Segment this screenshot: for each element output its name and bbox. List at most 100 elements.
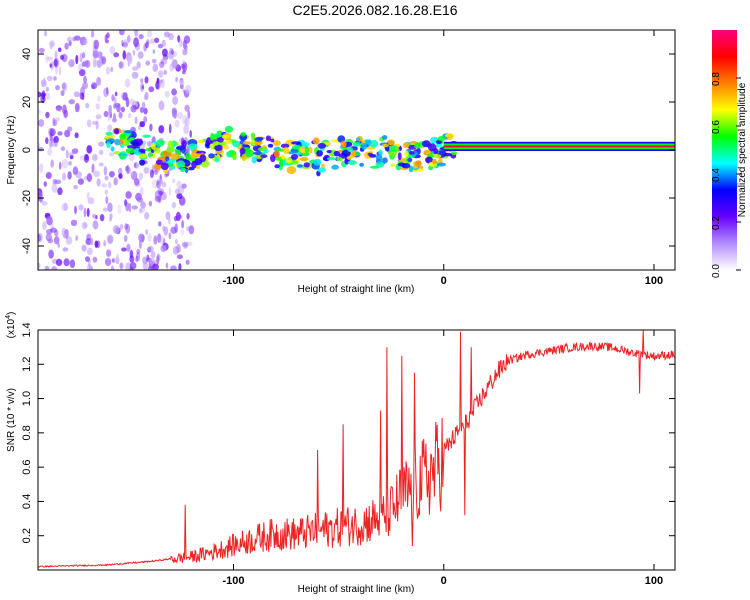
spectrogram-noise-blob	[48, 249, 54, 259]
spectrogram-noise-blob	[159, 235, 165, 245]
spectrogram-noise-blob	[157, 233, 162, 243]
spectrogram-panel: -100 0 100 -40 -20 0 20 40 Height of straight …	[6, 29, 676, 295]
spectrogram-signal-blob	[312, 137, 320, 145]
spectrogram-noise-blob	[38, 91, 42, 98]
spectrogram-noise-blob	[104, 258, 112, 266]
spectrogram-noise-blob	[107, 124, 113, 132]
spectrogram-signal-blob	[375, 161, 385, 168]
spectrogram-noise-blob	[176, 193, 183, 200]
spectrogram-noise-blob	[110, 66, 114, 73]
spectrogram-signal-blob	[436, 162, 446, 167]
snr-y-scale-exponent: 4	[5, 315, 12, 319]
spectrogram-noise-blob	[136, 248, 141, 255]
spectrogram-noise-blob	[88, 258, 91, 268]
spectrogram-signal-blob	[166, 147, 176, 153]
spectrogram-noise-blob	[38, 47, 45, 54]
spectrogram-signal-blob	[307, 146, 313, 154]
spectrogram-signal-blob	[333, 150, 341, 157]
y-tick-label: -20	[21, 190, 33, 206]
spectrogram-noise-blob	[65, 149, 69, 159]
spectrogram-noise-blob	[125, 202, 130, 212]
spectrogram-noise-blob	[147, 265, 154, 270]
spectrogram-noise-blob	[156, 254, 160, 265]
spectrogram-noise-blob	[60, 90, 65, 97]
spectrogram-signal-blob	[283, 147, 290, 155]
spectrogram-noise-blob	[95, 114, 102, 120]
y-tick-label: 20	[21, 96, 33, 108]
spectrogram-signal-blob	[105, 131, 113, 136]
colorbar-gradient	[712, 30, 737, 270]
spectrogram-noise-blob	[50, 159, 54, 168]
spectrogram-noise-blob	[104, 189, 109, 195]
spectrogram-signal-blob	[126, 145, 137, 149]
spectrogram-noise-blob	[45, 111, 50, 119]
spectrogram-noise-blob	[103, 166, 108, 176]
spectrogram-noise-blob	[62, 172, 67, 181]
spectrogram-signal-blob	[107, 138, 115, 143]
spectrogram-noise-blob	[139, 121, 145, 128]
spectrogram-signal-blob	[352, 141, 361, 147]
spectrogram-noise-blob	[152, 263, 159, 270]
spectrogram-noise-blob	[126, 164, 130, 175]
spectrogram-noise-blob	[57, 131, 63, 136]
spectrogram-noise-blob	[144, 211, 150, 220]
spectrogram-noise-blob	[134, 116, 138, 125]
x-tick-label: 0	[441, 575, 447, 587]
spectrogram-signal-blob	[114, 128, 120, 135]
spectrogram-noise-blob	[49, 40, 55, 48]
spectrogram-noise-blob	[121, 39, 124, 47]
spectrogram-signal-blob	[188, 143, 198, 150]
spectrogram-signal-blob	[211, 133, 222, 138]
spectrogram-noise-blob	[55, 258, 63, 266]
spectrogram-signal-blob	[160, 162, 169, 171]
spectrogram-signal-blob	[197, 139, 205, 144]
spectrogram-signal-blob	[317, 142, 327, 149]
spectrogram-noise-blob	[145, 41, 149, 49]
spectrogram-noise-blob	[106, 249, 112, 257]
spectrogram-noise-blob	[103, 87, 109, 98]
spectrogram-signal-blob	[369, 139, 379, 148]
spectrogram-noise-blob	[52, 138, 57, 143]
y-tick-label: 1.2	[21, 357, 33, 372]
y-tick-label: 0.6	[21, 459, 33, 474]
spectrogram-noise-blob	[134, 178, 140, 186]
spectrogram-noise-blob	[114, 102, 121, 108]
spectrogram-noise-blob	[146, 254, 150, 261]
spectrogram-noise-blob	[74, 132, 79, 139]
spectrogram-noise-blob	[109, 171, 115, 178]
spectrogram-signal-blob	[145, 147, 152, 152]
spectrogram-noise-blob	[138, 125, 141, 131]
spectrogram-noise-blob	[86, 173, 92, 182]
spectrogram-noise-blob	[46, 216, 53, 226]
spectrogram-noise-blob	[152, 179, 158, 189]
spectrogram-signal-blob	[443, 152, 453, 157]
spectrogram-signal-blob	[280, 143, 290, 149]
y-tick-label: 0.4	[21, 494, 33, 509]
spectrogram-noise-blob	[146, 30, 153, 38]
spectrogram-signal-blob	[340, 140, 347, 148]
spectrogram-signal-blob	[274, 164, 280, 169]
spectrogram-noise-blob	[136, 251, 141, 262]
spectrogram-noise-blob	[85, 238, 92, 246]
spectrogram-signal-blob	[397, 152, 402, 161]
spectrogram-noise-blob	[90, 30, 95, 38]
spectrogram-noise-blob	[152, 49, 155, 54]
spectrogram-noise-blob	[118, 111, 123, 119]
spectrogram-noise-blob	[163, 69, 167, 75]
spectrogram-noise-blob	[171, 107, 178, 115]
spectrogram-noise-blob	[131, 205, 138, 210]
spectrogram-noise-blob	[122, 50, 127, 60]
spectrogram-noise-blob	[185, 84, 192, 94]
spectrogram-noise-blob	[133, 105, 137, 110]
colorbar-tick-label: 0.8	[711, 72, 722, 86]
spectrogram-noise-blob	[154, 37, 160, 43]
spectrogram-noise-blob	[54, 64, 59, 75]
spectrogram-noise-blob	[157, 43, 163, 49]
spectrogram-noise-blob	[103, 240, 107, 247]
spectrogram-signal-blob	[433, 148, 439, 155]
spectrogram-signal-blob	[296, 164, 303, 168]
spectrogram-noise-blob	[50, 60, 54, 71]
snr-y-scale: (x104)	[5, 312, 17, 339]
spectrogram-noise-blob	[124, 78, 131, 88]
spectrogram-noise-blob	[129, 266, 134, 270]
